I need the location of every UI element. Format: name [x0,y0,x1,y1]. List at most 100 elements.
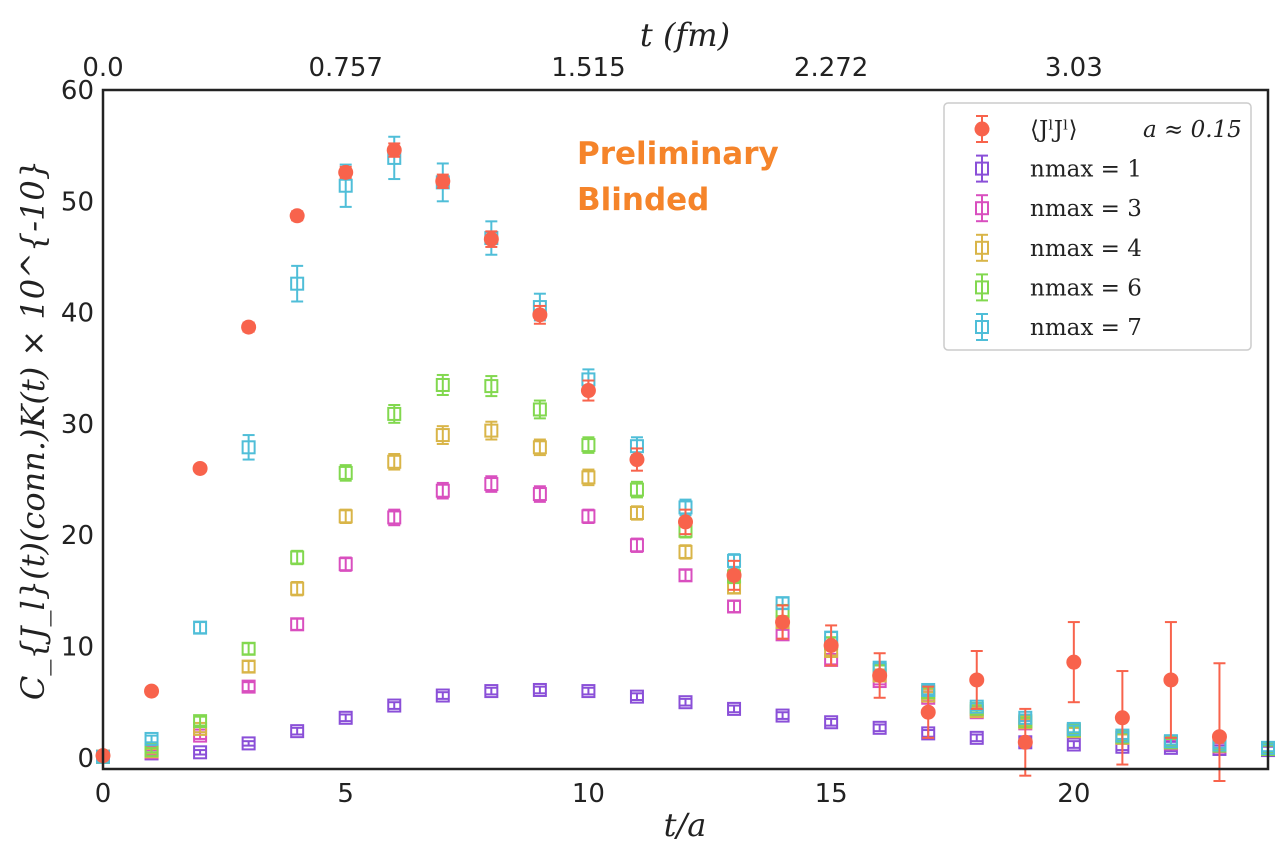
data-point [290,617,305,632]
data-point [775,708,790,723]
x-tick-label: 0 [95,779,112,809]
data-point [920,704,936,720]
top-tick-label: 0.757 [308,53,382,83]
top-axis-title: t (fm) [640,16,730,54]
legend-entry-0: ⟨JˡJˡ⟩ a ≈ 0.15 [974,115,1242,143]
data-point [629,689,644,704]
y-axis-title: C_{J_l}(t)(conn.)K(t) × 10^{-10} [14,160,52,700]
data-point [629,482,644,497]
data-point [435,377,450,392]
data-point [144,731,159,746]
data-point [532,440,547,455]
legend-label: nmax = 4 [1030,236,1142,262]
data-point [775,614,791,630]
data-point [338,509,353,524]
data-point [483,231,499,247]
legend-marker [975,201,989,216]
top-tick-label: 2.272 [794,53,868,83]
data-point [1066,737,1081,752]
legend-label: ⟨JˡJˡ⟩ [1030,117,1078,143]
data-point [678,695,693,710]
data-point [532,487,547,502]
y-tick-label: 10 [61,633,94,663]
plot-frame [101,88,1270,771]
data-point [484,423,499,438]
data-point [387,698,402,713]
data-point [678,514,693,530]
data-point [241,679,256,694]
legend-box [943,102,1252,351]
legend-label: nmax = 3 [1030,196,1142,222]
y-tick-label: 40 [61,299,94,329]
data-point [290,724,305,739]
data-point [580,383,596,399]
x-tick-label: 15 [815,779,848,809]
data-point [1163,672,1179,688]
data-point [193,620,208,635]
data-point [1066,654,1082,670]
data-point [241,319,257,335]
data-point [290,550,305,565]
legend-label: nmax = 6 [1030,275,1142,301]
data-point [386,142,402,158]
series-0 [95,142,1227,782]
data-point [872,720,887,735]
data-point [435,688,450,703]
legend-entry-2: nmax = 3 [975,194,1142,223]
data-point [144,683,160,699]
annotation-blinded: Blinded [577,182,709,218]
legend-entry-4: nmax = 6 [975,273,1142,302]
data-point [241,440,256,455]
y-tick-label: 60 [61,76,94,106]
data-point [727,599,742,614]
top-tick-label: 3.03 [1045,53,1103,83]
data-point [193,714,208,729]
data-point [338,710,353,725]
y-tick-label: 30 [61,410,94,440]
data-point [387,406,402,421]
data-point [581,509,596,524]
y-tick-label: 50 [61,187,94,217]
legend-marker [975,240,989,255]
x-tick-label: 5 [337,779,354,809]
legend-label: nmax = 1 [1030,157,1142,183]
data-point [387,510,402,525]
data-point [338,164,354,180]
data-point [435,173,451,189]
series-layer [95,135,1275,782]
x-tick-label: 20 [1057,779,1090,809]
legend-marker [975,161,989,176]
data-point [1066,721,1081,736]
legend-marker [974,121,990,137]
data-point [338,557,353,572]
data-point [823,637,839,653]
data-point [241,736,256,751]
data-point [629,505,644,520]
data-point [629,452,645,468]
data-point [435,483,450,498]
top-tick-label: 0.0 [82,53,123,83]
data-point [290,276,305,291]
legend-entry-3: nmax = 4 [975,233,1142,262]
data-point [290,581,305,596]
data-point [1114,710,1130,726]
x-axis-title: t/a [664,806,707,844]
annotation-preliminary: Preliminary [577,136,779,172]
data-point [581,438,596,453]
data-point [387,454,402,469]
y-tick-label: 0 [77,744,94,774]
data-point [726,567,742,583]
data-point [532,682,547,697]
data-point [241,641,256,656]
data-point [678,568,693,583]
data-point [532,307,548,323]
data-point [241,659,256,674]
x-tick-label: 10 [572,779,605,809]
top-tick-label: 1.515 [551,53,625,83]
legend-entry-1: nmax = 1 [975,154,1142,183]
legend-label: nmax = 7 [1030,315,1142,341]
data-point [289,208,305,224]
data-point [969,730,984,745]
data-point [727,701,742,716]
